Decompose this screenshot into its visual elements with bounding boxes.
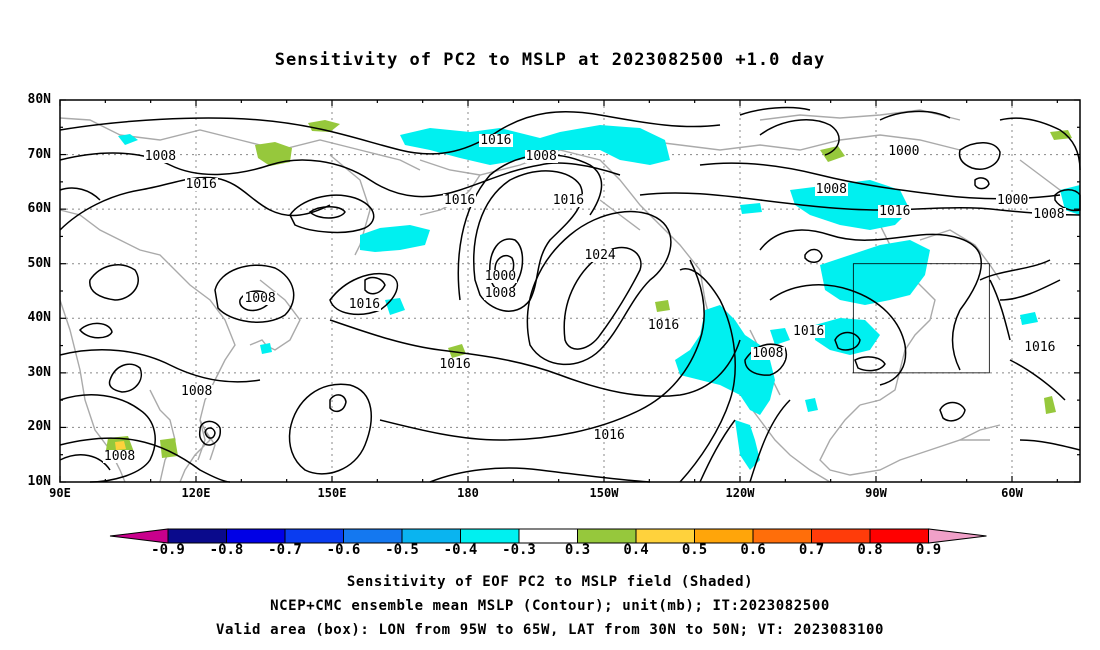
shade-patch xyxy=(115,441,126,450)
shade-patch xyxy=(360,225,430,252)
lon-tick-label: 150W xyxy=(589,486,619,500)
valid-area-box xyxy=(852,263,990,374)
colorbar-swatch xyxy=(635,528,695,544)
colorbar-label: 0.7 xyxy=(798,542,825,558)
colorbar-swatch xyxy=(343,528,403,544)
colorbar-label: -0.6 xyxy=(326,542,361,558)
shade-patch xyxy=(118,134,138,145)
contour-label: 1016 xyxy=(479,132,513,148)
gridlines xyxy=(60,100,1080,482)
lat-tick-label: 20N xyxy=(27,419,51,435)
axis-ticks xyxy=(59,99,1080,483)
colorbar-label: 0.6 xyxy=(740,542,766,558)
colorbar xyxy=(109,528,987,544)
contour-label: 1008 xyxy=(751,345,785,361)
contour-label: 1016 xyxy=(438,356,472,372)
contour-label: 1008 xyxy=(102,449,137,465)
contour-label: 1000 xyxy=(996,192,1030,208)
colorbar-swatch xyxy=(811,528,871,544)
colorbar-swatch xyxy=(518,528,578,544)
contour-label: 1016 xyxy=(592,427,626,443)
lon-tick-label: 90E xyxy=(49,486,71,500)
lon-tick-label: 120W xyxy=(725,486,755,500)
colorbar-swatch xyxy=(284,528,344,544)
shade-patch xyxy=(448,344,466,358)
lat-tick-label: 50N xyxy=(27,255,51,271)
contour-label: 1016 xyxy=(878,203,912,219)
shade-patch xyxy=(1020,312,1038,325)
colorbar-label: 0.5 xyxy=(681,542,708,558)
colorbar-label: 0.4 xyxy=(623,542,649,558)
shade-patch xyxy=(308,120,340,132)
shade-patch xyxy=(805,398,818,412)
shade-patch xyxy=(735,420,760,470)
shade-patch xyxy=(655,300,670,312)
colorbar-swatch xyxy=(752,528,812,544)
shade-patch xyxy=(820,146,845,162)
colorbar-swatch xyxy=(460,528,520,544)
shade-patch xyxy=(1044,396,1056,414)
contour-label: 1008 xyxy=(483,285,518,301)
contour-label: 1016 xyxy=(184,176,218,192)
colorbar-swatch xyxy=(226,528,286,544)
colorbar-label: -0.8 xyxy=(209,542,244,558)
shade-patch xyxy=(815,318,880,355)
contour-label: 1008 xyxy=(1032,206,1066,222)
colorbar-label: 0.3 xyxy=(564,542,591,558)
lat-tick-label: 80N xyxy=(27,92,51,107)
contour-label: 1008 xyxy=(814,182,848,198)
contour-label: 1000 xyxy=(483,269,518,285)
mslp-contours xyxy=(59,106,1081,483)
lon-tick-label: 90W xyxy=(865,486,887,500)
colorbar-swatch xyxy=(167,528,227,544)
contour-label: 1008 xyxy=(243,291,277,307)
colorbar-high-arrow xyxy=(928,528,987,544)
shade-patch xyxy=(255,142,292,166)
shade-patch xyxy=(400,125,670,165)
lat-tick-label: 10N xyxy=(27,474,51,489)
colorbar-low-arrow xyxy=(109,528,169,544)
colorbar-label: 0.8 xyxy=(857,542,883,558)
colorbar-swatch xyxy=(577,528,637,544)
shade-patch xyxy=(260,343,272,354)
lat-tick-label: 60N xyxy=(27,201,51,217)
caption-line-2: NCEP+CMC ensemble mean MSLP (Contour); u… xyxy=(270,598,830,614)
contour-label: 1008 xyxy=(180,383,214,399)
contour-label: 1016 xyxy=(442,192,477,208)
lat-tick-label: 70N xyxy=(27,146,51,162)
colorbar-swatch xyxy=(869,528,929,544)
colorbar-label: -0.7 xyxy=(268,542,302,558)
plot-title: Sensitivity of PC2 to MSLP at 2023082500… xyxy=(274,50,826,70)
colorbar-label: -0.9 xyxy=(151,542,185,558)
colorbar-swatch xyxy=(401,528,461,544)
contour-label: 1016 xyxy=(792,323,826,339)
shade-patch xyxy=(675,305,775,415)
contour-label: 1000 xyxy=(887,143,921,159)
colorbar-label: -0.4 xyxy=(443,542,478,558)
caption-line-3: Valid area (box): LON from 95W to 65W, L… xyxy=(215,622,885,638)
contour-label: 1008 xyxy=(524,149,558,165)
lon-tick-label: 60W xyxy=(1001,486,1023,500)
lat-tick-label: 30N xyxy=(27,364,51,380)
contour-label: 1016 xyxy=(646,318,681,334)
lon-tick-label: 120E xyxy=(181,486,211,500)
lon-tick-label: 180 xyxy=(457,486,479,500)
contour-label: 1016 xyxy=(551,192,586,208)
shade-patch xyxy=(770,328,790,345)
colorbar-swatch xyxy=(694,528,754,544)
contour-label: 1016 xyxy=(1023,340,1057,356)
shade-patch xyxy=(1050,130,1072,140)
colorbar-label: -0.5 xyxy=(385,542,419,558)
colorbar-label: 0.9 xyxy=(915,542,942,558)
lat-tick-label: 40N xyxy=(27,310,51,326)
contour-label: 1016 xyxy=(347,296,382,312)
caption-line-1: Sensitivity of EOF PC2 to MSLP field (Sh… xyxy=(346,574,754,590)
colorbar-label: -0.3 xyxy=(502,542,536,558)
shade-patch xyxy=(740,203,762,214)
lon-tick-label: 150E xyxy=(317,486,347,500)
contour-label: 1024 xyxy=(583,247,617,263)
contour-label: 1008 xyxy=(143,149,178,165)
